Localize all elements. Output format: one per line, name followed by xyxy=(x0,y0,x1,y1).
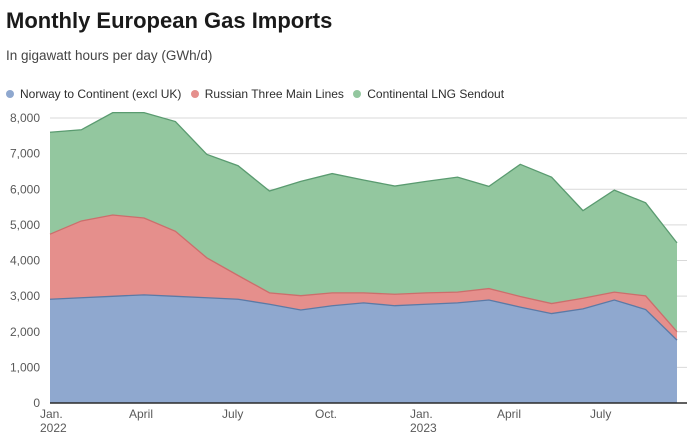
svg-text:April: April xyxy=(129,407,153,421)
svg-text:1,000: 1,000 xyxy=(10,360,40,374)
svg-text:Jan.: Jan. xyxy=(410,407,433,421)
svg-text:3,000: 3,000 xyxy=(10,289,40,303)
svg-text:2022: 2022 xyxy=(40,421,67,435)
svg-text:8,000: 8,000 xyxy=(10,111,40,125)
svg-text:2023: 2023 xyxy=(410,421,437,435)
svg-text:2,000: 2,000 xyxy=(10,325,40,339)
svg-text:6,000: 6,000 xyxy=(10,182,40,196)
svg-text:7,000: 7,000 xyxy=(10,147,40,161)
svg-text:April: April xyxy=(497,407,521,421)
svg-text:5,000: 5,000 xyxy=(10,218,40,232)
svg-text:Oct.: Oct. xyxy=(315,407,337,421)
svg-text:July: July xyxy=(222,407,243,421)
svg-text:Jan.: Jan. xyxy=(40,407,63,421)
svg-text:July: July xyxy=(590,407,611,421)
svg-text:4,000: 4,000 xyxy=(10,254,40,268)
